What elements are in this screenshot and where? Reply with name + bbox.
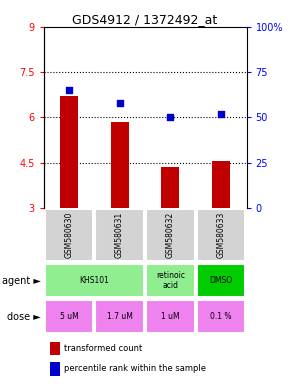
Bar [162,167,179,208]
Point [168,114,173,121]
Text: percentile rank within the sample: percentile rank within the sample [64,364,206,373]
Text: KHS101: KHS101 [79,276,109,285]
Bar [111,122,128,208]
Bar [95,300,144,333]
Point [219,111,223,117]
Point [66,87,71,93]
Bar [50,342,60,355]
Text: retinoic
acid: retinoic acid [156,271,185,290]
Bar [146,209,195,262]
Text: GSM580631: GSM580631 [115,212,124,258]
Text: 1 uM: 1 uM [161,312,180,321]
Bar [212,161,230,208]
Bar [146,300,195,333]
Text: GSM580633: GSM580633 [217,212,226,258]
Bar [45,300,93,333]
Text: transformed count: transformed count [64,344,142,353]
Text: agent ►: agent ► [2,275,41,286]
Bar [45,264,144,297]
Bar [95,209,144,262]
Text: GSM580630: GSM580630 [64,212,73,258]
Text: GSM580632: GSM580632 [166,212,175,258]
Bar [197,209,245,262]
Title: GDS4912 / 1372492_at: GDS4912 / 1372492_at [72,13,218,26]
Bar [197,300,245,333]
Bar [197,264,245,297]
Text: DMSO: DMSO [210,276,233,285]
Bar [146,264,195,297]
Bar [60,96,78,208]
Bar [45,209,93,262]
Text: dose ►: dose ► [7,312,41,322]
Point [117,100,122,106]
Text: 1.7 uM: 1.7 uM [107,312,133,321]
Text: 0.1 %: 0.1 % [210,312,232,321]
Text: 5 uM: 5 uM [59,312,78,321]
Bar [50,362,60,376]
